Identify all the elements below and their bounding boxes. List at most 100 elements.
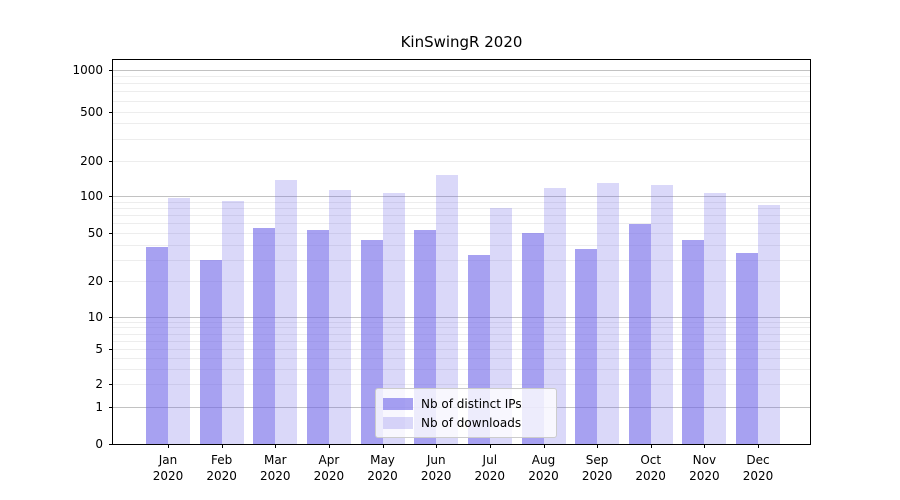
y-tick-mark-5 — [109, 349, 113, 350]
plot-area: Nb of distinct IPs Nb of downloads — [112, 59, 811, 445]
x-tick-mark-oct — [650, 444, 652, 448]
legend-label-downloads: Nb of downloads — [421, 415, 522, 430]
x-tick-label-jun: Jun 2020 — [420, 453, 452, 483]
gridline-2 — [113, 384, 810, 385]
y-tick-label-20: 20 — [87, 274, 103, 288]
x-tick-mark-apr — [328, 444, 330, 448]
x-axis: Jan 2020 Feb 2020 Mar 2020 Apr 2020 May 2020… — [113, 444, 810, 500]
bar-downloads-dec — [758, 204, 780, 444]
bar-distinct-ips-dec — [736, 253, 758, 444]
gridline-60 — [113, 223, 810, 225]
x-tick-label-jul: Jul 2020 — [474, 453, 506, 483]
x-tick-mark-jan — [168, 444, 169, 448]
x-tick-label-apr: Apr 2020 — [313, 453, 345, 483]
bar-downloads-feb — [221, 200, 244, 444]
gridline-5 — [113, 349, 810, 350]
gridline-70 — [113, 215, 810, 216]
y-tick-mark-2 — [109, 384, 113, 385]
bar-downloads-jun — [436, 174, 459, 444]
y-tick-label-50: 50 — [87, 226, 103, 240]
bar-downloads-mar — [275, 179, 298, 444]
gridline-20 — [113, 281, 810, 282]
bar-distinct-ips-mar — [253, 227, 276, 444]
x-tick-mark-mar — [275, 444, 277, 448]
bar-downloads-aug — [543, 188, 566, 444]
x-tick-label-jan: Jan 2020 — [152, 453, 184, 483]
gridline-40 — [113, 244, 810, 246]
bar-distinct-ips-nov — [682, 239, 705, 444]
gridline-30 — [113, 259, 810, 261]
x-tick-label-feb: Feb 2020 — [206, 453, 237, 483]
gridline-200 — [113, 160, 810, 162]
gridline-100 — [113, 196, 810, 197]
y-tick-label-5: 5 — [95, 342, 103, 356]
y-tick-mark-200 — [109, 160, 113, 162]
legend: Nb of distinct IPs Nb of downloads — [375, 388, 557, 438]
x-tick-label-may: May 2020 — [367, 453, 398, 483]
gridline-8 — [113, 327, 810, 329]
gridline-500 — [113, 111, 810, 113]
y-tick-label-1000: 1000 — [72, 63, 103, 77]
gridline-600 — [113, 100, 810, 102]
bar-downloads-nov — [704, 192, 727, 444]
x-tick-mark-jun — [436, 444, 438, 448]
x-tick-label-aug: Aug 2020 — [528, 453, 559, 483]
gridline-9 — [113, 321, 810, 323]
gridline-50 — [113, 233, 810, 234]
bars-layer — [113, 60, 810, 444]
legend-swatch-downloads — [383, 416, 413, 429]
bar-downloads-jul — [489, 207, 512, 444]
y-tick-mark-20 — [109, 281, 113, 282]
legend-row-distinct-ips: Nb of distinct IPs — [383, 394, 549, 413]
x-tick-mark-may — [382, 444, 384, 448]
gridline-7 — [113, 333, 810, 335]
chart-title: KinSwingR 2020 — [400, 33, 523, 51]
x-tick-mark-aug — [543, 444, 545, 448]
x-tick-mark-sep — [597, 444, 599, 448]
gridline-10 — [113, 317, 810, 318]
y-tick-mark-100 — [109, 196, 113, 197]
bar-downloads-sep — [597, 182, 620, 444]
bar-downloads-apr — [328, 190, 351, 444]
bar-downloads-jan — [168, 198, 190, 444]
x-tick-label-nov: Nov 2020 — [689, 453, 720, 483]
x-tick-label-dec: Dec 2020 — [742, 453, 774, 483]
bar-downloads-may — [382, 193, 405, 444]
y-tick-label-10: 10 — [87, 310, 103, 324]
gridline-3 — [113, 368, 810, 370]
y-tick-label-100: 100 — [80, 189, 103, 203]
gridline-300 — [113, 138, 810, 140]
gridline-90 — [113, 201, 810, 203]
y-tick-label-200: 200 — [80, 153, 103, 168]
y-tick-label-1: 1 — [95, 399, 103, 414]
gridlines-layer — [113, 60, 810, 444]
x-tick-mark-dec — [758, 444, 759, 448]
y-tick-label-0: 0 — [95, 437, 103, 451]
gridline-6 — [113, 340, 810, 342]
x-tick-mark-feb — [221, 444, 223, 448]
y-tick-mark-500 — [109, 111, 113, 113]
y-tick-mark-0 — [109, 444, 113, 445]
y-tick-label-500: 500 — [80, 104, 103, 119]
x-tick-label-mar: Mar 2020 — [260, 453, 291, 483]
gridline-1000 — [113, 70, 810, 71]
legend-label-distinct-ips: Nb of distinct IPs — [421, 396, 522, 411]
bar-distinct-ips-feb — [199, 259, 222, 444]
x-tick-label-oct: Oct 2020 — [635, 453, 666, 483]
x-tick-mark-nov — [704, 444, 706, 448]
bar-distinct-ips-oct — [628, 224, 651, 444]
y-tick-mark-10 — [109, 317, 113, 318]
bar-distinct-ips-apr — [306, 229, 329, 444]
gridline-400 — [113, 123, 810, 125]
gridline-80 — [113, 207, 810, 209]
bar-downloads-oct — [650, 184, 673, 444]
gridline-4 — [113, 357, 810, 359]
y-tick-mark-1000 — [109, 70, 113, 71]
gridline-700 — [113, 91, 810, 93]
y-tick-label-2: 2 — [95, 377, 103, 391]
y-axis: 0 1 2 5 10 20 50 100 200 500 1000 — [0, 60, 113, 451]
x-tick-label-sep: Sep 2020 — [581, 453, 613, 483]
gridline-800 — [113, 83, 810, 85]
bar-distinct-ips-jan — [146, 247, 168, 444]
